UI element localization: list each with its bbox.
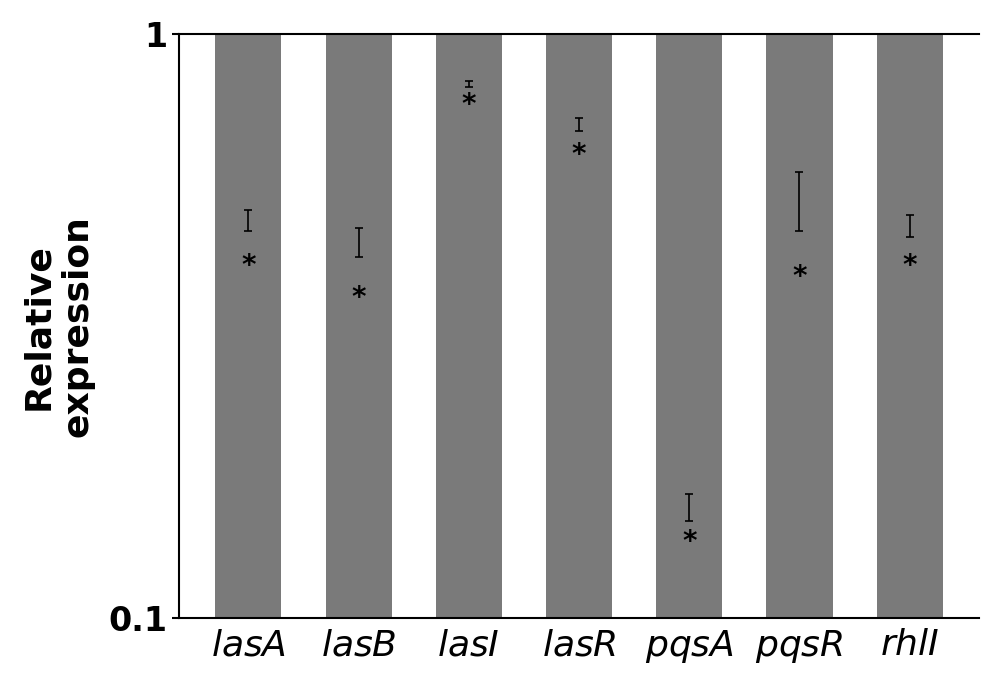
- Bar: [877, 34, 943, 686]
- Bar: [436, 34, 502, 686]
- Bar: [766, 34, 833, 686]
- Text: *: *: [351, 284, 366, 312]
- Text: *: *: [792, 263, 807, 292]
- Text: *: *: [902, 252, 917, 281]
- Bar: [546, 34, 612, 686]
- Text: *: *: [462, 91, 476, 119]
- Text: *: *: [241, 252, 256, 280]
- Bar: [326, 34, 392, 686]
- Text: *: *: [572, 141, 586, 169]
- Text: *: *: [682, 528, 697, 556]
- Bar: [656, 34, 722, 686]
- Y-axis label: Relative
expression: Relative expression: [21, 215, 94, 437]
- Bar: [215, 34, 281, 686]
